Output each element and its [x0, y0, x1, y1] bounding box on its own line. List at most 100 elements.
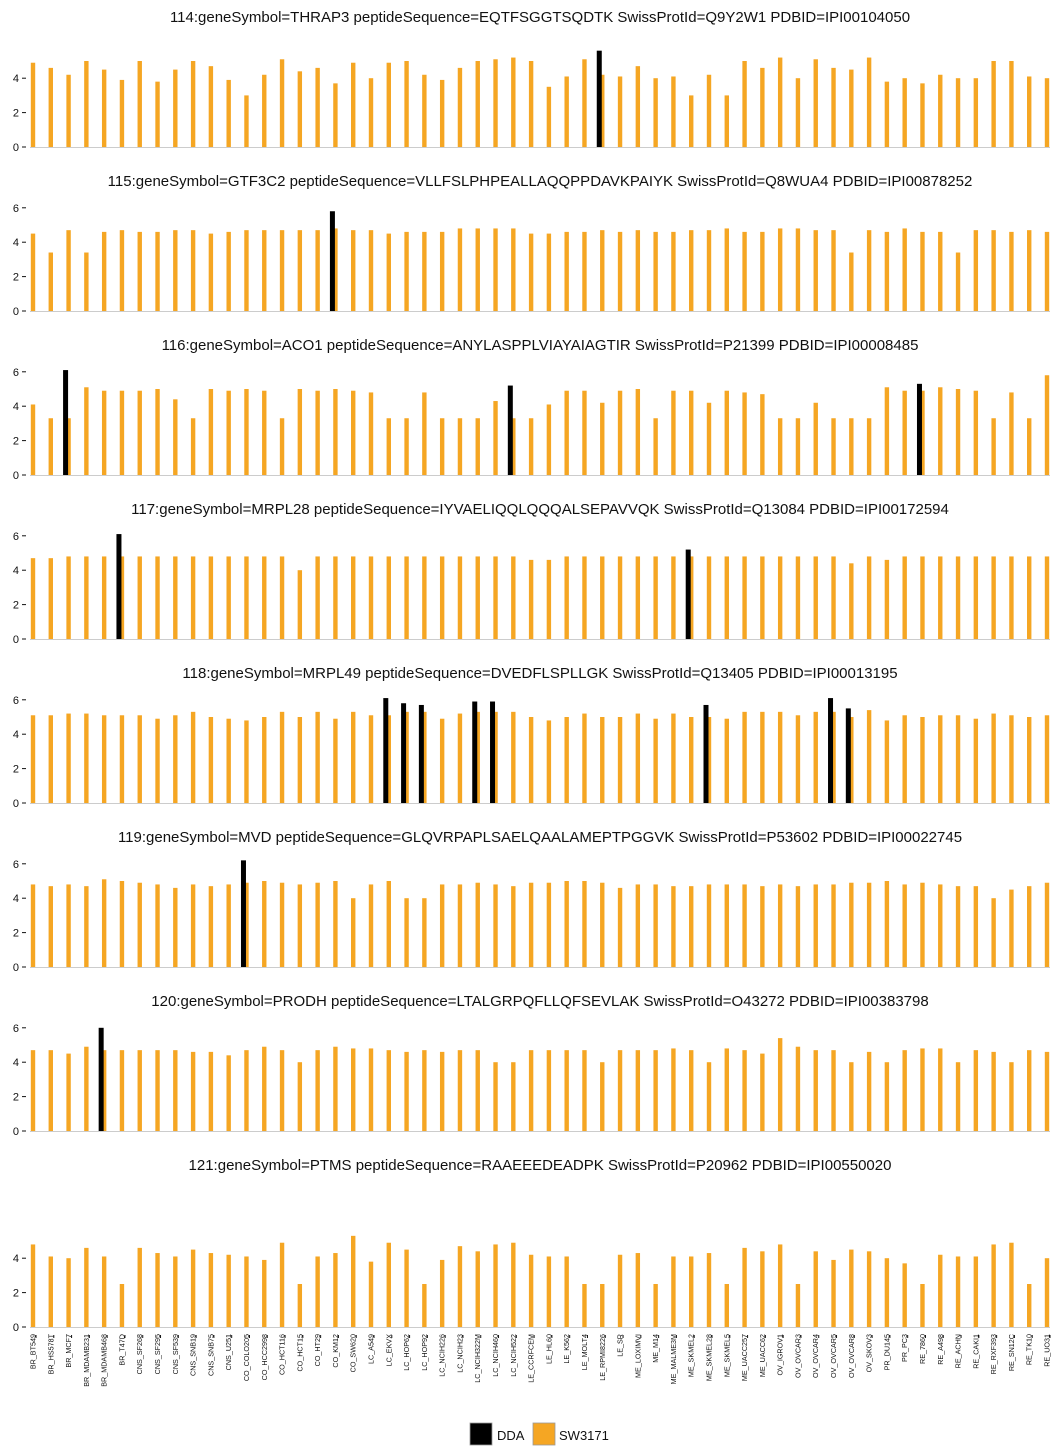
bar-sw3171-lc-ncih226 [439, 1051, 445, 1131]
y-tick-label: 4 [13, 73, 19, 85]
bar-sw3171-pr-du145 [884, 81, 890, 147]
bar-sw3171-co-hcc2998 [262, 74, 267, 147]
panels-layer: 114:geneSymbol=THRAP3 peptideSequence=EQ… [13, 9, 1050, 1334]
bar-sw3171-re-uo31 [1044, 1258, 1050, 1327]
x-tick-label: LC_NCIH522 [509, 1334, 518, 1377]
bar-sw3171-me-skmel2 [689, 230, 694, 311]
bar-sw3171-ov-igrov1 [777, 228, 783, 311]
bar-sw3171-pr-pc3 [902, 1050, 907, 1131]
bar-sw3171-le-hl60 [546, 404, 552, 475]
bar-sw3171-co-hcc2998 [262, 230, 267, 311]
x-tick-label: ME_M14 [651, 1334, 660, 1363]
x-tick-label: CO_HT29 [313, 1334, 322, 1366]
y-tick-label: 0 [13, 798, 19, 810]
bar-sw3171-br-mdamb468 [101, 879, 107, 967]
bar-sw3171-ov-igrov1 [777, 57, 783, 148]
bar-sw3171-le-sr [617, 887, 623, 967]
bar-sw3171-le-sr [617, 1254, 623, 1327]
bar-sw3171-le-hl60 [546, 1256, 552, 1327]
bar-dda-co-colo205 [240, 860, 246, 967]
bar-sw3171-ov-skov3 [866, 556, 872, 639]
bar-sw3171-cns-snb75 [208, 556, 214, 639]
bar-sw3171-ov-ovcar5 [831, 418, 836, 475]
x-tick-label: ME_UACC62 [758, 1334, 767, 1377]
bar-sw3171-lc-hop92 [422, 74, 427, 147]
x-tick-label: LC_EKVX [384, 1334, 393, 1367]
bar-sw3171-me-loximvi [635, 66, 641, 147]
bar-sw3171-cns-snb75 [208, 66, 214, 147]
bar-sw3171-ov-ovcar8 [849, 69, 854, 147]
bar-sw3171-pr-pc3 [902, 1263, 907, 1327]
bar-sw3171-lc-ncih322m [475, 61, 480, 147]
x-tick-label: BR_MDAMB468 [100, 1334, 109, 1387]
y-tick-label: 4 [13, 893, 19, 905]
bar-sw3171-co-hct116 [279, 1050, 285, 1131]
x-tick-label: LC_A549 [367, 1334, 376, 1364]
bar-sw3171-lc-hop62 [404, 898, 409, 967]
y-tick-label: 6 [13, 695, 19, 707]
bar-sw3171-co-ht29 [315, 390, 320, 475]
category-axis: BR_BT549 BR_HS578T BR_MCF7 BR_MDAMB231 BR_MD… [29, 1333, 1052, 1386]
bar-sw3171-ov-ovcar5 [831, 230, 836, 311]
bar-sw3171-me-m14 [653, 718, 658, 803]
bar-sw3171-lc-hop62 [404, 556, 409, 639]
bar-sw3171-re-achn [955, 715, 961, 803]
bar-sw3171-ov-ovcar3 [795, 1046, 801, 1131]
x-tick-label: CO_COLO205 [242, 1334, 251, 1381]
x-tick-label: OV_IGROV1 [776, 1334, 785, 1376]
bar-sw3171-co-sw620 [351, 898, 356, 967]
bar-sw3171-me-loximvi [635, 884, 641, 967]
panel-4: 117:geneSymbol=MRPL28 peptideSequence=IY… [13, 501, 1050, 646]
bar-sw3171-ov-igrov1 [777, 418, 783, 475]
x-tick-label: RE_A498 [936, 1334, 945, 1365]
bar-sw3171-br-bt549 [30, 404, 36, 475]
bar-sw3171-ov-ovcar4 [813, 402, 818, 475]
bar-sw3171-lc-hop62 [404, 418, 409, 475]
x-tick-label: PR_DU145 [882, 1334, 891, 1370]
bar-sw3171-le-ccrfcem [528, 717, 534, 803]
bar-sw3171-ov-ovcar8 [849, 418, 854, 475]
bar-sw3171-co-hct15 [297, 884, 303, 967]
bar-sw3171-co-colo205 [244, 95, 249, 147]
y-tick-label: 0 [13, 634, 19, 646]
bar-sw3171-br-mcf7 [66, 713, 71, 803]
y-tick-label: 0 [13, 1126, 19, 1138]
legend-label-dda: DDA [497, 1428, 525, 1443]
bar-sw3171-lc-ncih23 [457, 713, 463, 803]
bar-sw3171-lc-ncih460 [493, 401, 498, 475]
bar-sw3171-pr-pc3 [902, 228, 907, 311]
bar-sw3171-co-km12 [333, 83, 338, 147]
bar-sw3171-br-mdamb231 [84, 61, 89, 147]
bar-sw3171-le-hl60 [546, 882, 552, 967]
bar-sw3171-re-7860 [920, 1284, 925, 1327]
bar-sw3171-ov-ovcar8 [849, 882, 854, 967]
bar-sw3171-br-hs578t [48, 418, 53, 475]
bar-dda-lc-hop62 [401, 703, 407, 803]
x-tick-label: ME_SKMEL5 [722, 1334, 731, 1377]
y-tick-label: 6 [13, 1023, 19, 1035]
bar-sw3171-me-uacc62 [760, 1053, 765, 1131]
bar-sw3171-lc-hop92 [422, 556, 427, 639]
y-tick-label: 4 [13, 729, 19, 741]
bar-sw3171-br-t47d [119, 556, 125, 639]
bar-sw3171-ov-ovcar8 [849, 1249, 854, 1327]
bar-sw3171-re-uo31 [1044, 1051, 1050, 1131]
bar-sw3171-lc-ncih460 [493, 59, 498, 147]
bar-sw3171-cns-u251 [226, 718, 231, 803]
y-tick-label: 2 [13, 764, 19, 776]
bar-sw3171-co-hct15 [297, 389, 303, 475]
bar-sw3171-me-skmel5 [724, 228, 729, 311]
bar-sw3171-me-m14 [653, 78, 658, 147]
bar-sw3171-lc-ekvx [386, 881, 391, 967]
x-tick-label: ME_LOXIMVI [633, 1334, 642, 1378]
bar-sw3171-co-hct116 [279, 418, 285, 475]
bar-sw3171-cns-sf539 [173, 230, 178, 311]
bar-sw3171-re-7860 [920, 882, 925, 967]
bar-sw3171-cns-sf268 [137, 1247, 142, 1327]
bar-sw3171-co-ht29 [315, 67, 320, 147]
bar-dda-br-mdamb468 [98, 1027, 104, 1131]
bar-sw3171-ov-ovcar4 [813, 230, 818, 311]
bar-sw3171-le-molt4 [582, 1050, 587, 1131]
bar-sw3171-lc-ncih522 [511, 418, 516, 475]
